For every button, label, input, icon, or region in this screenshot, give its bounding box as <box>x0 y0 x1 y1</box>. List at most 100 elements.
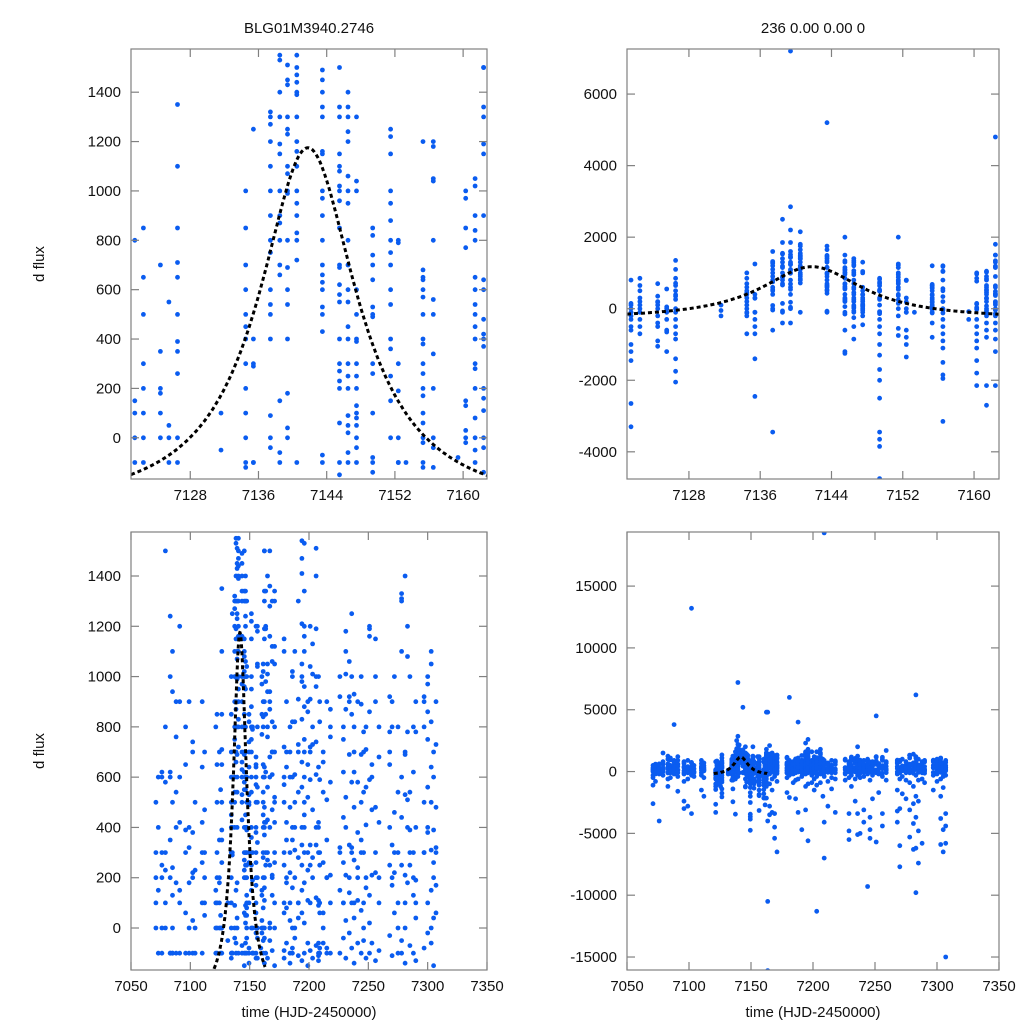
data-point <box>159 875 165 881</box>
data-point <box>860 322 866 328</box>
data-point <box>166 423 172 428</box>
data-point <box>788 292 793 297</box>
data-point <box>428 887 434 893</box>
data-point <box>277 188 283 194</box>
data-point <box>246 960 252 966</box>
data-point <box>234 825 240 830</box>
panel-bottom-right: 7050 7100 7150 7200 7250 7300 7350-15000-10000… <box>570 531 1016 1021</box>
data-point <box>320 910 326 916</box>
data-point <box>751 785 757 791</box>
data-point <box>420 393 426 399</box>
y-tick-label: 1200 <box>88 134 121 151</box>
data-point <box>788 49 793 54</box>
data-point <box>272 900 277 906</box>
data-point <box>313 739 319 745</box>
data-point <box>402 960 408 966</box>
data-point <box>269 948 275 953</box>
data-point <box>744 281 750 287</box>
data-point <box>294 52 300 58</box>
data-point <box>285 163 290 169</box>
data-point <box>913 793 919 799</box>
data-point <box>243 623 248 629</box>
data-point <box>795 719 801 725</box>
data-point <box>301 799 307 805</box>
data-point <box>797 280 803 286</box>
data-point <box>974 317 980 322</box>
data-point <box>387 976 392 981</box>
data-point <box>369 872 375 878</box>
y-tick-label: 800 <box>96 232 121 249</box>
data-point <box>974 383 980 388</box>
data-point <box>373 850 378 855</box>
data-point <box>320 749 326 755</box>
data-point <box>320 452 325 458</box>
data-point <box>832 770 838 776</box>
data-point <box>159 862 165 868</box>
data-point <box>337 151 342 157</box>
data-point <box>993 302 998 308</box>
data-point <box>472 447 478 453</box>
data-point <box>316 674 321 679</box>
data-point <box>943 811 949 816</box>
data-point <box>780 301 785 306</box>
data-point <box>993 241 998 247</box>
data-point <box>399 649 404 654</box>
data-point <box>292 719 298 725</box>
data-point <box>265 734 270 740</box>
data-point <box>825 769 831 775</box>
x-tick-label: 7152 <box>886 487 919 504</box>
data-point <box>199 699 205 705</box>
data-point <box>186 825 192 830</box>
data-point <box>317 699 323 705</box>
data-point <box>744 275 750 281</box>
data-point <box>324 699 330 705</box>
data-point <box>310 671 315 677</box>
data-point <box>399 774 404 780</box>
data-point <box>277 57 283 63</box>
data-point <box>876 766 882 772</box>
data-point <box>860 292 866 298</box>
y-tick-label: 1200 <box>88 618 121 635</box>
data-point <box>433 882 439 888</box>
data-point <box>974 338 980 344</box>
data-point <box>899 791 905 797</box>
y-tick-label: 2000 <box>584 229 617 246</box>
data-point <box>355 699 361 705</box>
data-point <box>903 770 909 776</box>
y-tick-label: 1400 <box>88 84 121 101</box>
data-point <box>351 749 357 755</box>
data-point <box>358 837 364 843</box>
data-point <box>846 837 852 842</box>
data-point <box>637 283 643 288</box>
data-point <box>320 237 325 243</box>
data-point <box>402 792 408 798</box>
data-point <box>324 945 330 951</box>
data-point <box>285 390 290 396</box>
data-point <box>295 749 301 755</box>
data-point <box>294 65 300 70</box>
data-point <box>363 875 369 881</box>
data-point <box>153 850 159 855</box>
data-point <box>405 623 410 629</box>
data-point <box>407 943 413 948</box>
x-tick-label: 7300 <box>920 978 953 995</box>
data-point <box>747 800 753 805</box>
x-tick-label: 7200 <box>796 978 829 995</box>
data-point <box>913 692 919 698</box>
data-point <box>294 188 300 194</box>
data-point <box>355 865 361 871</box>
data-point <box>943 840 949 846</box>
data-point <box>255 875 260 881</box>
data-point <box>158 485 163 490</box>
data-point <box>301 623 307 629</box>
data-point <box>805 768 811 774</box>
data-point <box>295 900 301 906</box>
data-point <box>463 195 469 201</box>
data-point <box>265 573 270 579</box>
data-point <box>974 301 980 307</box>
data-point <box>770 429 776 435</box>
data-point <box>463 225 469 231</box>
data-point <box>425 784 431 790</box>
data-point <box>940 372 946 378</box>
data-point <box>846 811 852 816</box>
